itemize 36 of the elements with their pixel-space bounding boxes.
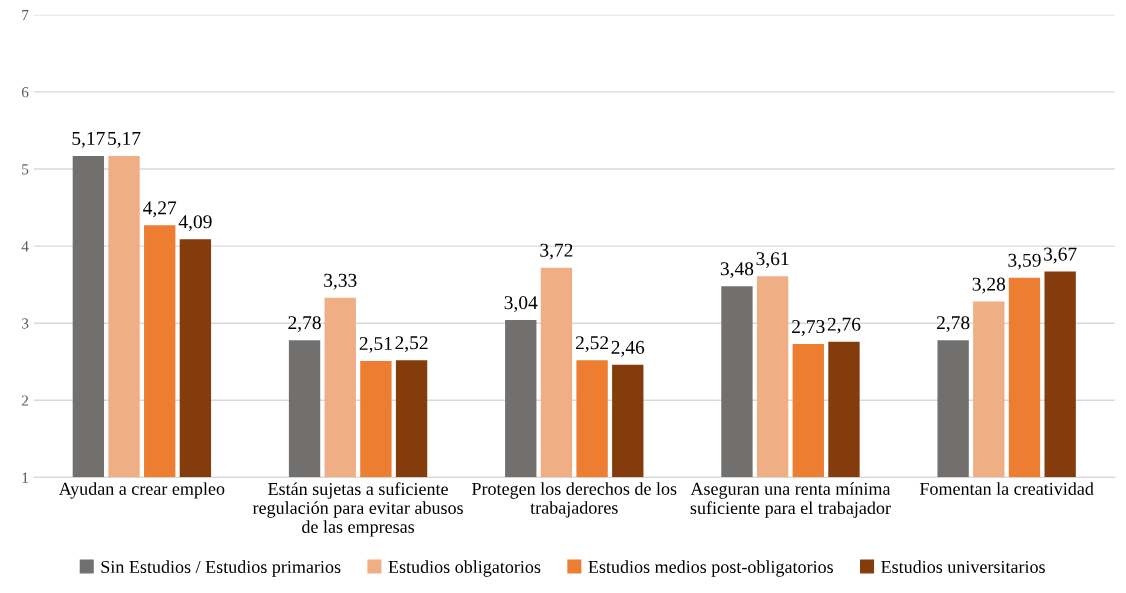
data-label: 3,48 (720, 262, 754, 279)
data-label: 2,73 (792, 320, 825, 336)
y-tick-label: 2 (21, 395, 29, 406)
y-tick-label: 5 (22, 164, 29, 175)
data-label: 2,78 (288, 316, 321, 333)
y-tick-label: 3 (22, 318, 29, 329)
legend-label: Estudios medios post-obligatorios (588, 560, 833, 577)
data-label: 3,33 (324, 273, 357, 290)
data-label: 2,78 (936, 316, 970, 333)
y-tick-label: 7 (22, 10, 29, 21)
x-tick-label: Están sujetas a suficiente regulación para evitar abusos de las empresas (252, 482, 463, 537)
legend-label: Estudios obligatorios (388, 560, 541, 577)
x-tick-label: Fomentan la creatividad (919, 482, 1094, 495)
data-label: 2,46 (611, 340, 645, 357)
legend-label: Estudios universitarios (881, 560, 1045, 574)
legend-label: Sin Estudios / Estudios primarios (101, 560, 341, 577)
y-tick-label: 6 (21, 87, 29, 98)
data-label: 2,76 (827, 317, 861, 334)
x-tick-label: Protegen los derechos de los trabajadores (471, 482, 677, 518)
y-tick-label: 4 (21, 241, 29, 252)
data-label: 4,09 (178, 215, 212, 232)
x-tick-label: Ayudan a crear empleo (58, 482, 225, 499)
data-label: 3,61 (756, 252, 789, 269)
x-tick-label: Aseguran una renta mínima suficiente para el trabajador (690, 482, 891, 518)
data-label: 5,17 (72, 131, 105, 148)
data-label: 2,52 (395, 336, 428, 353)
data-label: 3,28 (972, 277, 1006, 294)
data-label: 5,17 (108, 131, 141, 148)
data-label: 3,04 (504, 296, 538, 313)
y-tick-label: 1 (22, 472, 28, 483)
data-label: 3,72 (540, 243, 573, 260)
data-label: 2,51 (359, 337, 392, 353)
data-label: 2,52 (575, 336, 609, 353)
data-label: 3,59 (1008, 253, 1041, 270)
data-label: 3,67 (1044, 247, 1077, 264)
data-label: 4,27 (143, 201, 177, 218)
